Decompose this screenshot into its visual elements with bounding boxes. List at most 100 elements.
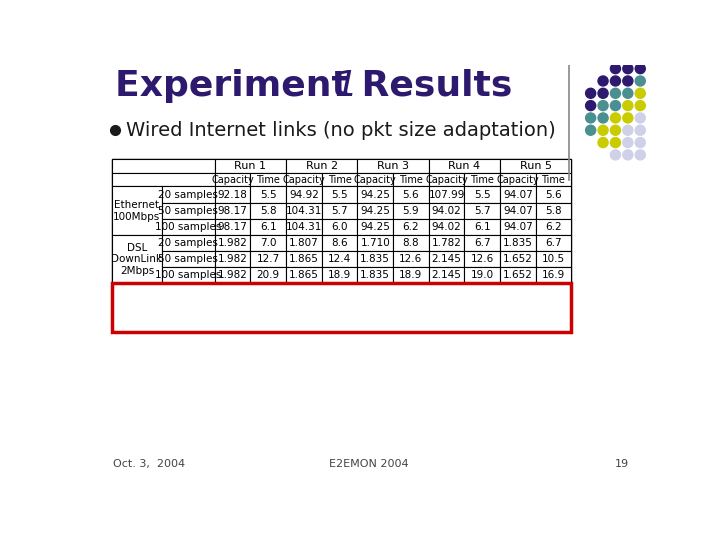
Bar (536, 316, 571, 332)
Text: 94.25: 94.25 (360, 206, 390, 215)
Bar (322, 300, 357, 316)
Text: 0.115: 0.115 (360, 303, 390, 313)
Bar (500, 173, 536, 186)
Text: 92.18: 92.18 (217, 190, 248, 200)
Bar (322, 219, 357, 235)
Text: 94.07: 94.07 (503, 206, 533, 215)
Text: 71.4: 71.4 (542, 287, 565, 296)
Text: 50 samples: 50 samples (158, 254, 218, 264)
Text: 104.31: 104.31 (286, 222, 322, 232)
Bar (393, 251, 428, 267)
Text: Run 3: Run 3 (377, 161, 409, 171)
Bar (428, 316, 464, 332)
Circle shape (623, 88, 633, 98)
Bar (464, 235, 500, 251)
Text: 0.119: 0.119 (360, 319, 390, 329)
Text: Experiment Results: Experiment Results (114, 69, 525, 103)
Text: 6.1: 6.1 (474, 222, 490, 232)
Text: 94.07: 94.07 (503, 222, 533, 232)
Text: 94.02: 94.02 (431, 222, 462, 232)
Text: 0.122: 0.122 (289, 303, 319, 313)
Bar (536, 202, 571, 219)
Circle shape (585, 113, 595, 123)
Text: 258.5: 258.5 (325, 319, 354, 329)
Bar (393, 316, 428, 332)
Bar (464, 251, 500, 267)
Text: 12.7: 12.7 (256, 254, 280, 264)
Text: 2.145: 2.145 (431, 254, 462, 264)
Text: 18.9: 18.9 (399, 271, 423, 280)
Text: 10.5: 10.5 (542, 254, 565, 264)
Bar (428, 173, 464, 186)
Bar (357, 186, 393, 202)
Bar (536, 300, 571, 316)
Text: 0.110: 0.110 (432, 287, 462, 296)
Circle shape (598, 100, 608, 111)
Text: 20 samples: 20 samples (158, 238, 218, 248)
Text: 69.5: 69.5 (328, 287, 351, 296)
Bar (286, 173, 322, 186)
Bar (500, 284, 536, 300)
Circle shape (585, 125, 595, 135)
Text: E2EMON 2004: E2EMON 2004 (329, 459, 409, 469)
Bar (464, 202, 500, 219)
Text: 2.145: 2.145 (431, 271, 462, 280)
Bar (322, 186, 357, 202)
Text: 94.92: 94.92 (289, 190, 319, 200)
Circle shape (611, 88, 621, 98)
Circle shape (598, 125, 608, 135)
Bar (500, 235, 536, 251)
Text: 70.9: 70.9 (257, 287, 280, 296)
Bar (215, 251, 251, 267)
Bar (357, 267, 393, 284)
Text: 265.6: 265.6 (253, 319, 283, 329)
Bar (162, 300, 215, 316)
Circle shape (598, 76, 608, 86)
Text: Time: Time (399, 174, 423, 185)
Text: Wired Internet links (no pkt size adaptation): Wired Internet links (no pkt size adapta… (126, 121, 555, 140)
Bar (500, 159, 571, 173)
Bar (393, 284, 428, 300)
Bar (251, 284, 286, 300)
Text: 18.9: 18.9 (328, 271, 351, 280)
Text: 1.710: 1.710 (360, 238, 390, 248)
Text: 6.1: 6.1 (260, 222, 276, 232)
Text: 107.99: 107.99 (428, 190, 464, 200)
Bar (464, 186, 500, 202)
Bar (428, 202, 464, 219)
Bar (162, 251, 215, 267)
Text: 100 samples: 100 samples (156, 271, 222, 280)
Bar (536, 173, 571, 186)
Circle shape (611, 138, 621, 147)
Bar (215, 219, 251, 235)
Bar (251, 235, 286, 251)
Text: 12.6: 12.6 (471, 254, 494, 264)
Text: 5.7: 5.7 (474, 206, 490, 215)
Bar (500, 316, 536, 332)
Text: 1.782: 1.782 (431, 238, 462, 248)
Text: 50 samples: 50 samples (158, 206, 218, 215)
Bar (428, 235, 464, 251)
Circle shape (598, 113, 608, 123)
Circle shape (585, 100, 595, 111)
Bar (322, 202, 357, 219)
Circle shape (635, 88, 645, 98)
Bar (536, 284, 571, 300)
Text: 6.7: 6.7 (545, 238, 562, 248)
Text: 5.5: 5.5 (474, 190, 490, 200)
Bar (357, 202, 393, 219)
Circle shape (635, 150, 645, 160)
Text: 81.5: 81.5 (471, 287, 494, 296)
Text: 5.7: 5.7 (331, 206, 348, 215)
Bar (536, 186, 571, 202)
Text: 0.115: 0.115 (217, 319, 248, 329)
Bar (286, 235, 322, 251)
Text: 5.5: 5.5 (331, 190, 348, 200)
Bar (536, 267, 571, 284)
Text: 1.807: 1.807 (289, 238, 319, 248)
Text: 258.6: 258.6 (396, 319, 426, 329)
Text: 19.0: 19.0 (471, 271, 494, 280)
Bar (215, 202, 251, 219)
Bar (393, 300, 428, 316)
Bar (112, 284, 571, 332)
